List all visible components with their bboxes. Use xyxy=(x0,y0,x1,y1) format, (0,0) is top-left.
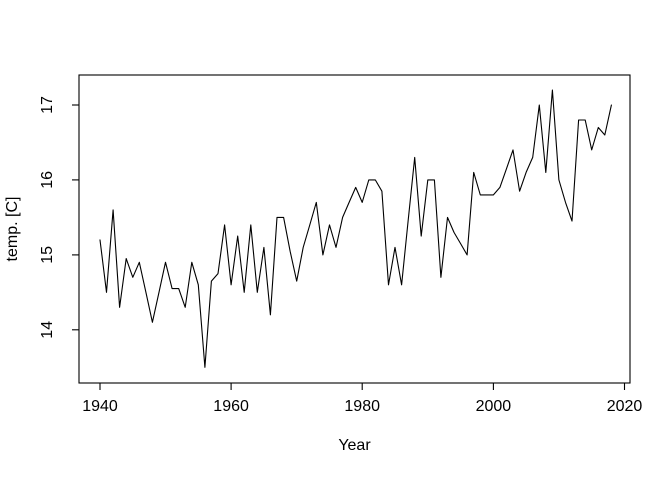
plot-box xyxy=(78,74,631,384)
x-axis: 1940 1960 1980 2000 2020 xyxy=(82,383,642,415)
x-tick-label: 1940 xyxy=(82,398,118,415)
y-axis-title: temp. [C] xyxy=(4,197,21,262)
x-axis-title: Year xyxy=(338,437,371,454)
y-tick-label: 15 xyxy=(39,246,56,264)
temperature-series-line xyxy=(99,89,612,368)
x-tick-label: 1960 xyxy=(213,398,249,415)
y-tick-label: 14 xyxy=(39,321,56,339)
y-axis: 14 15 16 17 xyxy=(39,96,79,339)
y-tick-label: 16 xyxy=(39,171,56,189)
x-tick-label: 1980 xyxy=(344,398,380,415)
y-tick-label: 17 xyxy=(39,96,56,114)
x-tick-label: 2000 xyxy=(476,398,512,415)
x-tick-label: 2020 xyxy=(607,398,643,415)
